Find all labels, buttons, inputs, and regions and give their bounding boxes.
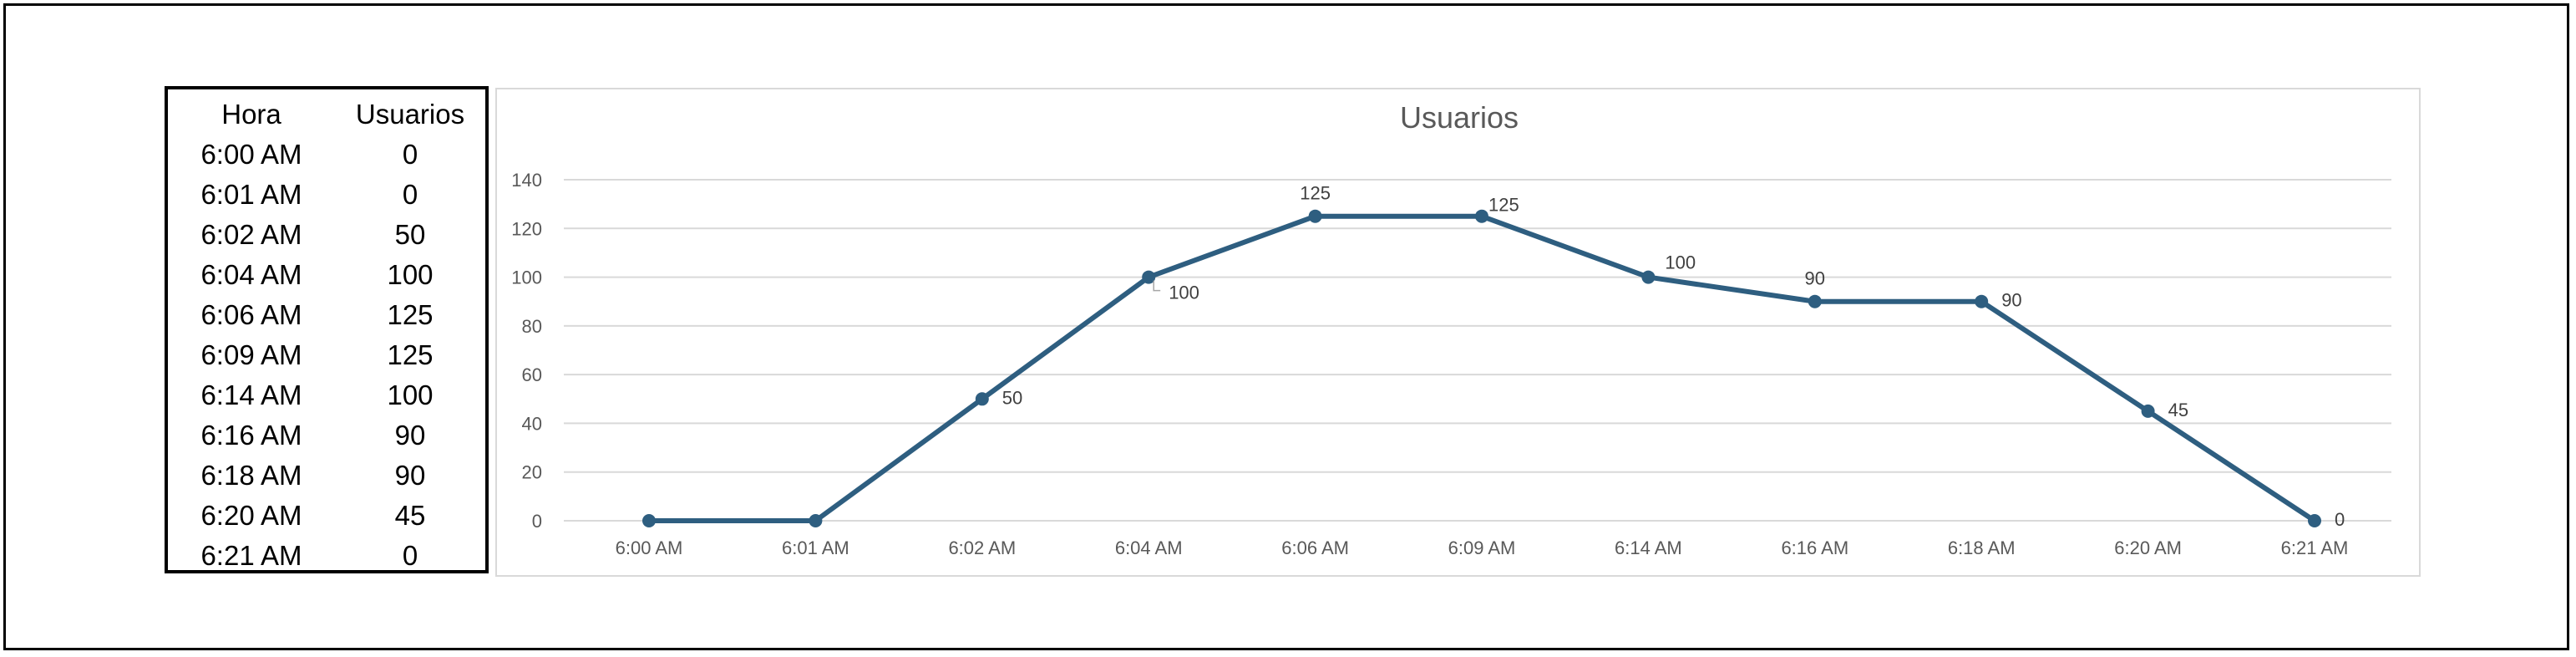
table-row: 6:02 AM 50 [168,215,485,255]
x-tick-label: 6:09 AM [1448,537,1516,558]
cell-usuarios: 0 [402,540,418,571]
data-label: 125 [1488,195,1519,216]
table-row: 6:06 AM 125 [168,295,485,335]
data-label: 100 [1169,283,1199,303]
table-row: 6:09 AM 125 [168,335,485,375]
x-tick-label: 6:04 AM [1115,537,1183,558]
cell-hora: 6:01 AM [200,179,302,210]
data-point [1308,209,1322,223]
y-tick-label: 40 [522,413,542,434]
cell-hora: 6:21 AM [200,540,302,571]
data-point [642,514,656,527]
y-tick-label: 100 [511,267,542,288]
cell-usuarios: 100 [387,379,434,410]
x-tick-label: 6:06 AM [1281,537,1349,558]
cell-usuarios: 90 [394,460,426,491]
table-header: Hora Usuarios [168,94,485,135]
x-tick-label: 6:02 AM [948,537,1016,558]
header-hora: Hora [221,99,281,130]
cell-usuarios: 45 [394,500,426,531]
data-point [975,392,989,406]
y-tick-label: 0 [532,511,542,532]
data-label: 90 [2001,290,2021,311]
data-label: 125 [1300,183,1331,204]
x-tick-label: 6:00 AM [616,537,683,558]
cell-hora: 6:06 AM [200,299,302,330]
cell-usuarios: 50 [394,219,426,250]
table-row: 6:20 AM 45 [168,496,485,536]
data-point [1142,270,1156,284]
x-tick-label: 6:18 AM [1948,537,2016,558]
data-label: 100 [1665,252,1696,273]
cell-hora: 6:00 AM [200,139,302,170]
data-point [1641,270,1656,284]
data-point [2141,404,2155,418]
cell-usuarios: 100 [387,259,434,290]
table-row: 6:00 AM 0 [168,135,485,175]
table-row: 6:04 AM 100 [168,255,485,295]
table-row: 6:16 AM 90 [168,415,485,456]
data-label: 50 [1002,387,1022,408]
y-tick-label: 20 [522,462,542,483]
data-point [809,514,823,527]
table-row: 6:01 AM 0 [168,175,485,215]
label-leader-line [1153,280,1161,292]
x-tick-label: 6:14 AM [1615,537,1682,558]
y-tick-label: 80 [522,316,542,337]
data-table: Hora Usuarios 6:00 AM 0 6:01 AM 0 6:02 AM 50 6… [165,86,489,573]
data-label: 45 [2168,400,2188,420]
data-point [1975,294,1989,308]
chart-area: Usuarios 0 20 40 60 80 100 120 140 6:00 AM 6:01 AM… [495,88,2421,577]
table-row: 6:18 AM 90 [168,456,485,496]
series-line [649,213,2316,523]
x-tick-label: 6:20 AM [2114,537,2182,558]
cell-hora: 6:18 AM [200,460,302,491]
y-tick-label: 140 [511,170,542,191]
data-point [2308,514,2321,527]
chart-title: Usuarios [1400,100,1519,135]
line-chart: Usuarios 0 20 40 60 80 100 120 140 6:00 AM 6:01 AM… [511,100,2391,558]
header-usuarios: Usuarios [355,99,465,130]
table-row: 6:14 AM 100 [168,375,485,415]
data-label: 90 [1805,268,1825,289]
y-tick-label: 60 [522,364,542,385]
cell-usuarios: 125 [387,339,434,370]
cell-usuarios: 90 [394,420,426,451]
sheet-border [3,3,2569,650]
x-tick-label: 6:16 AM [1781,537,1848,558]
cell-hora: 6:04 AM [200,259,302,290]
data-point [1475,209,1488,223]
cell-usuarios: 125 [387,299,434,330]
x-tick-label: 6:01 AM [782,537,849,558]
y-tick-label: 120 [511,218,542,239]
cell-hora: 6:16 AM [200,420,302,451]
cell-hora: 6:09 AM [200,339,302,370]
cell-usuarios: 0 [402,139,418,170]
cell-usuarios: 0 [402,179,418,210]
table-row: 6:21 AM 0 [168,536,485,576]
cell-hora: 6:20 AM [200,500,302,531]
data-label: 0 [2335,509,2345,530]
cell-hora: 6:14 AM [200,379,302,410]
cell-hora: 6:02 AM [200,219,302,250]
data-point [1808,294,1822,308]
x-tick-label: 6:21 AM [2281,537,2349,558]
